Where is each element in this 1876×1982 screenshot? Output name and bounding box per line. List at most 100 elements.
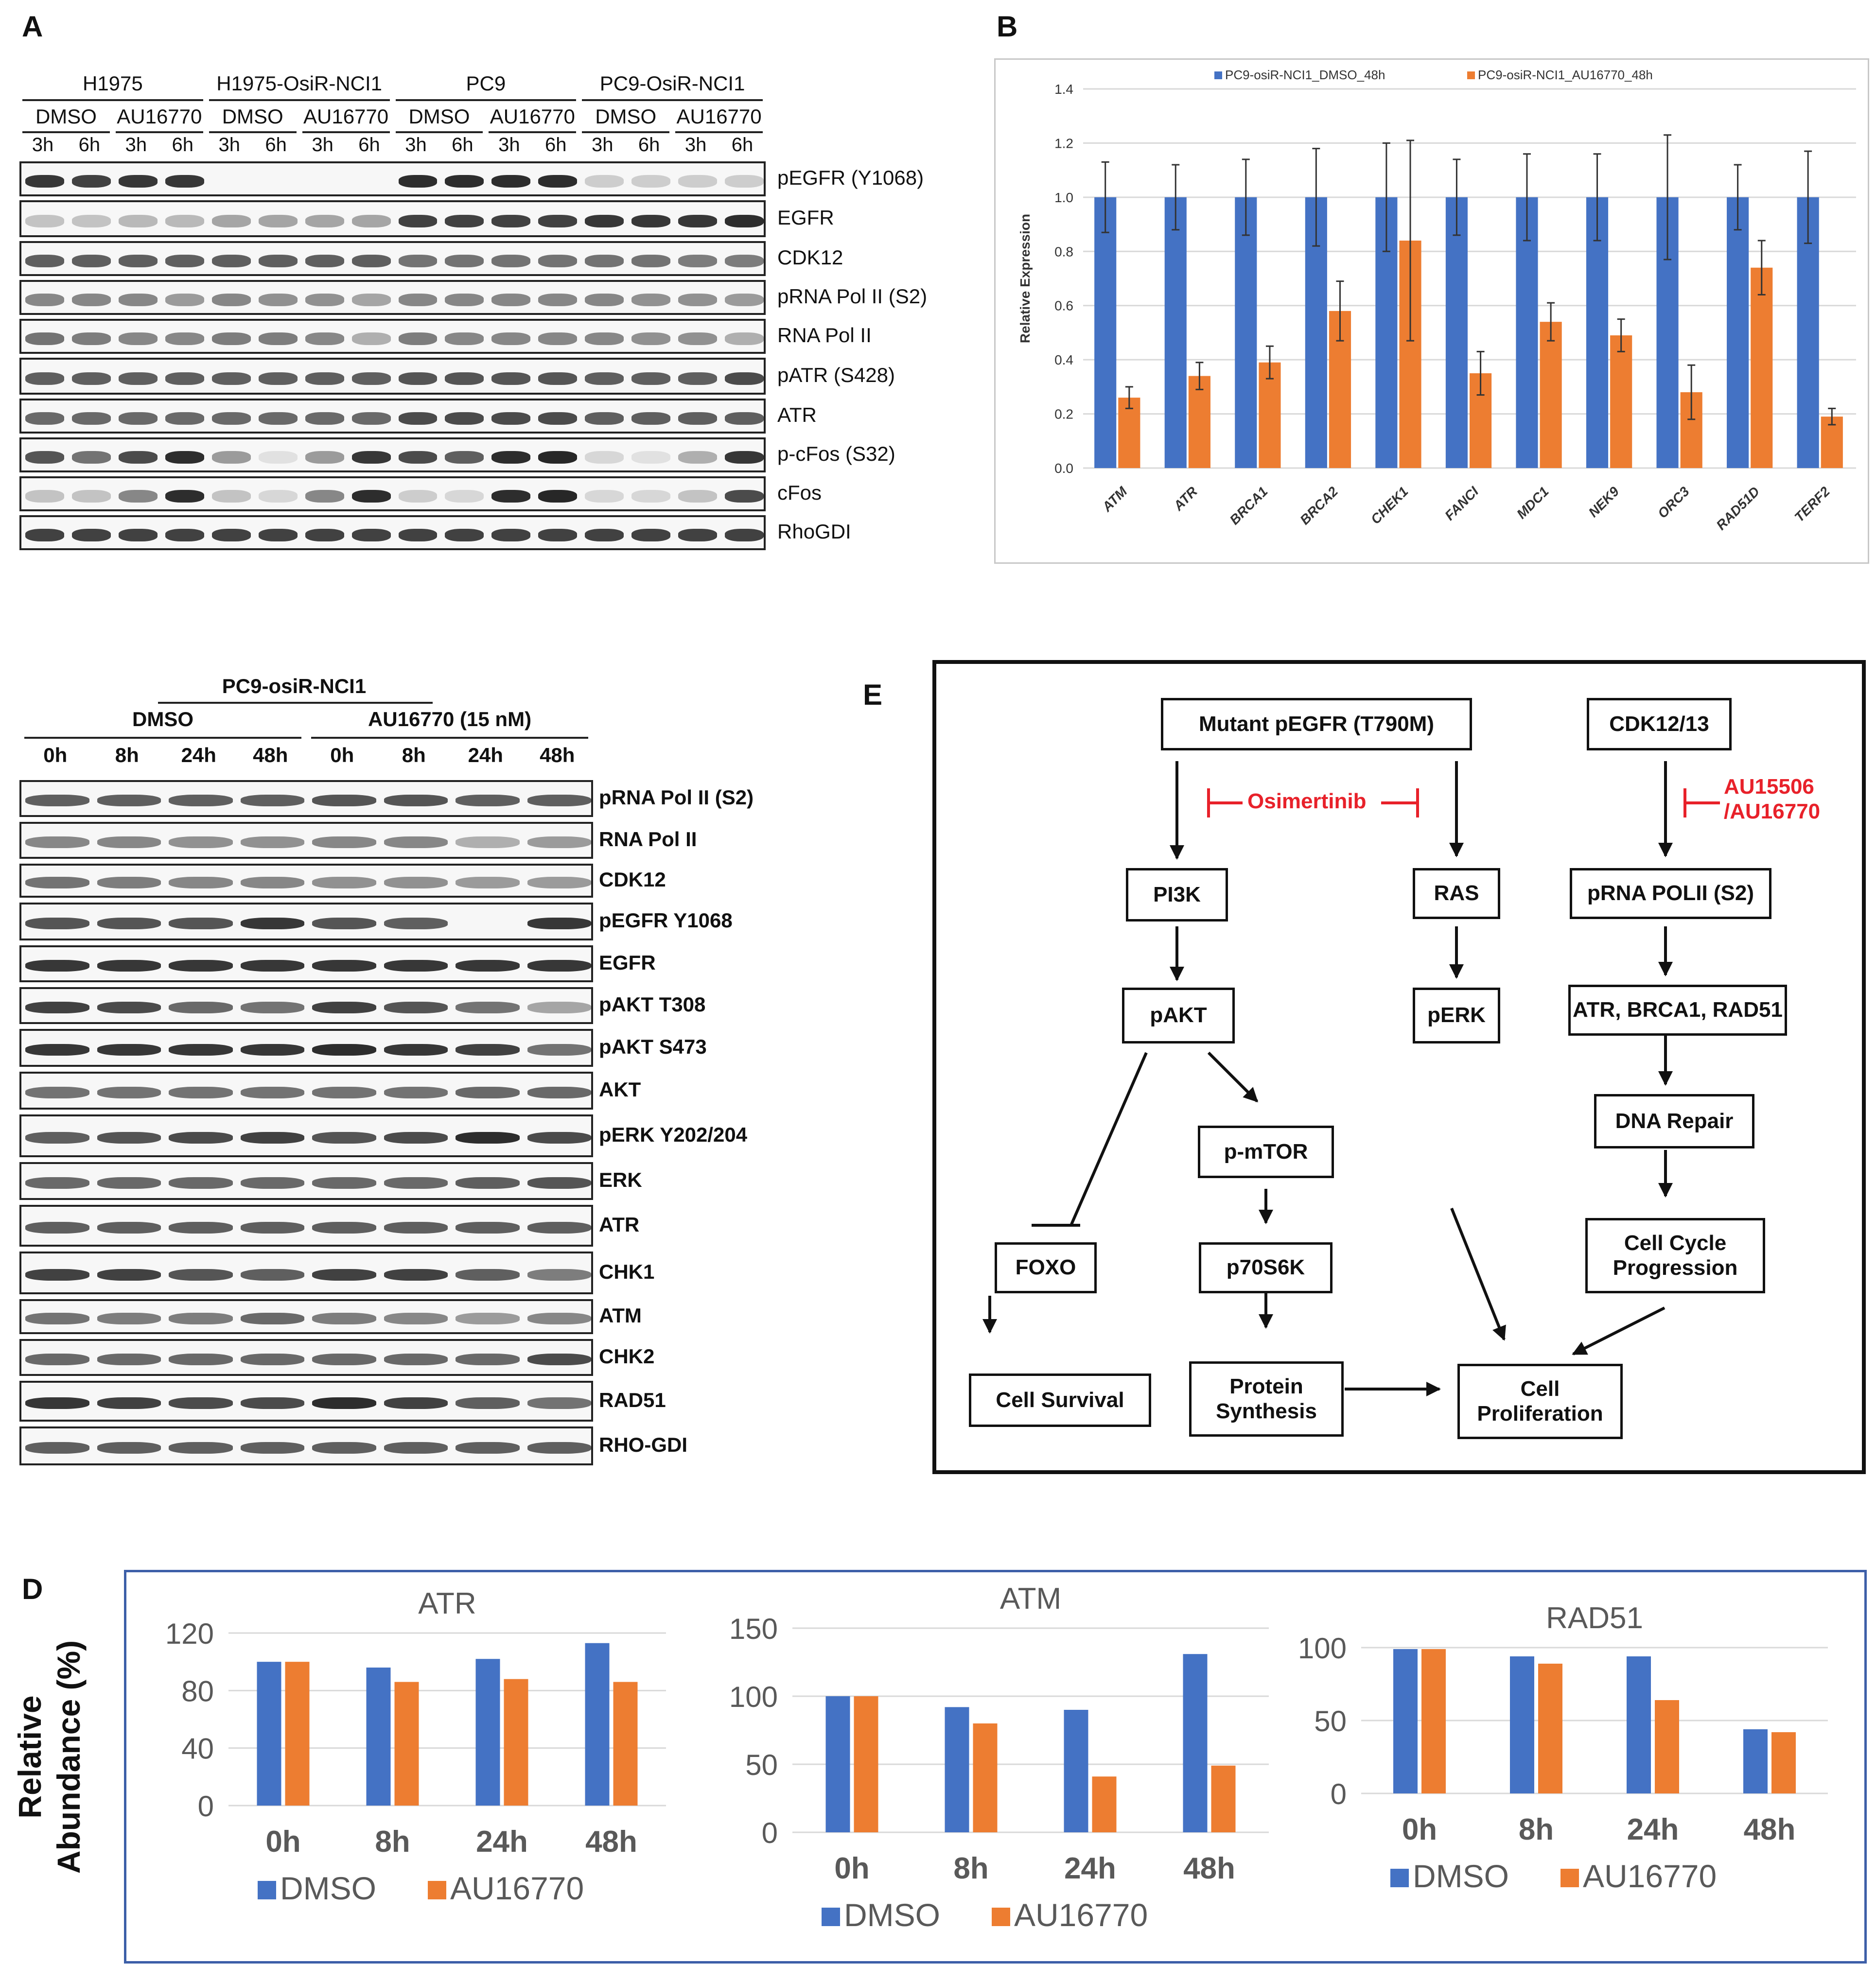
blot-band — [211, 332, 251, 345]
blot-band — [312, 960, 376, 972]
time-header: 3h — [684, 134, 707, 156]
inhibitor-au15506-au16770: AU15506 /AU16770 — [1724, 775, 1821, 823]
panel-letter-e: E — [863, 678, 883, 711]
y-tick-label: 50 — [745, 1749, 778, 1781]
blot-band — [678, 255, 718, 267]
blot-band — [456, 1442, 520, 1454]
blot-strip — [19, 1426, 593, 1465]
node-cdk12-13: CDK12/13 — [1587, 698, 1732, 750]
blot-row-label: CHK2 — [599, 1345, 655, 1368]
blot-strip — [19, 780, 593, 817]
blot-band — [312, 1442, 376, 1454]
blot-band — [491, 372, 531, 385]
blot-band — [118, 255, 158, 267]
blot-band — [169, 836, 233, 848]
blot-band — [25, 1354, 89, 1365]
blot-band — [240, 1044, 304, 1056]
blot-strip — [19, 476, 766, 511]
blot-band — [25, 1132, 89, 1144]
blot-band — [678, 451, 718, 464]
blot-band — [585, 529, 624, 541]
bar-dmso — [585, 1643, 610, 1806]
blot-band — [527, 1087, 591, 1098]
blot-band — [169, 1002, 233, 1013]
error-bar — [1664, 134, 1672, 261]
blot-band — [165, 294, 204, 306]
x-category-label: 24h — [476, 1825, 528, 1859]
time-header: 6h — [452, 134, 473, 156]
node-p70s6k: p70S6K — [1199, 1242, 1332, 1293]
blot-band — [456, 960, 520, 972]
blot-band — [585, 175, 624, 188]
blot-band — [678, 529, 718, 541]
treatment-underline — [115, 131, 203, 133]
blot-band — [211, 294, 251, 306]
blot-band — [25, 918, 89, 929]
bar-au16770 — [1211, 1765, 1236, 1832]
blot-band — [527, 877, 591, 888]
blot-row-label: AKT — [599, 1078, 641, 1101]
blot-band — [169, 1269, 233, 1281]
blot-strip — [19, 358, 766, 395]
node-cell-proliferation: Cell Proliferation — [1457, 1364, 1623, 1439]
node-prna-polii: pRNA POLII (S2) — [1570, 868, 1771, 919]
blot-band — [491, 332, 531, 345]
blot-band — [456, 1222, 520, 1234]
time-header: 3h — [218, 134, 240, 156]
blot-band — [384, 1132, 448, 1144]
arrow-cellcycle-prolif — [1572, 1306, 1666, 1356]
time-header: 6h — [638, 134, 660, 156]
blot-band — [538, 372, 578, 385]
time-header: 0h — [43, 744, 68, 766]
blot-row-label: EGFR — [777, 206, 834, 229]
blot-band — [169, 1044, 233, 1056]
blot-band — [211, 490, 251, 503]
bar-au16770 — [1540, 322, 1562, 468]
blot-row-label: RNA Pol II — [599, 828, 697, 851]
blot-band — [118, 175, 158, 188]
blot-row-label: pRNA Pol II (S2) — [777, 285, 928, 308]
y-axis-label: RelativeAbundance (%) — [12, 1640, 87, 1874]
inhibitor-osimertinib: Osimertinib — [1247, 789, 1367, 813]
blot-strip — [19, 399, 766, 434]
time-header: 48h — [540, 744, 575, 766]
blot-row-label: p-cFos (S32) — [777, 442, 895, 465]
time-header: 0h — [330, 744, 354, 766]
blot-band — [351, 215, 391, 227]
x-category-label: BRCA1 — [1227, 484, 1270, 527]
treatment-header: AU16770 — [676, 105, 762, 128]
x-category-label: ATM — [1099, 484, 1130, 515]
blot-band — [631, 255, 671, 267]
arrow-perk-prolif — [1450, 1207, 1506, 1341]
blot-row-label: ATM — [599, 1304, 642, 1327]
blot-band — [725, 175, 764, 188]
blot-band — [312, 1044, 376, 1056]
treatment-underline — [24, 737, 301, 739]
error-bar — [1593, 153, 1601, 242]
error-bar — [1617, 318, 1625, 352]
time-header: 3h — [591, 134, 614, 156]
y-tick-label: 50 — [1314, 1705, 1347, 1738]
blot-band — [97, 960, 161, 972]
blot-band — [25, 451, 64, 464]
blot-row-label: pEGFR (Y1068) — [777, 166, 924, 189]
treatment-underline — [675, 131, 763, 133]
blot-band — [384, 1087, 448, 1098]
blot-band — [25, 836, 89, 848]
blot-band — [118, 215, 158, 227]
blot-band — [312, 1177, 376, 1189]
blot-band — [25, 412, 64, 425]
blot-band — [71, 215, 111, 227]
blot-band — [491, 412, 531, 425]
y-tick-label: 0.2 — [1054, 407, 1073, 422]
node-mutant-pegfr: Mutant pEGFR (T790M) — [1161, 698, 1472, 750]
blot-band — [491, 215, 531, 227]
blot-band — [445, 175, 484, 188]
y-tick-label: 0.0 — [1054, 461, 1073, 476]
blot-band — [631, 529, 671, 541]
bar-au16770 — [1751, 267, 1773, 468]
blot-band — [71, 451, 111, 464]
bar-au16770 — [613, 1682, 638, 1806]
blot-strip — [19, 1072, 593, 1110]
blot-band — [538, 490, 578, 503]
